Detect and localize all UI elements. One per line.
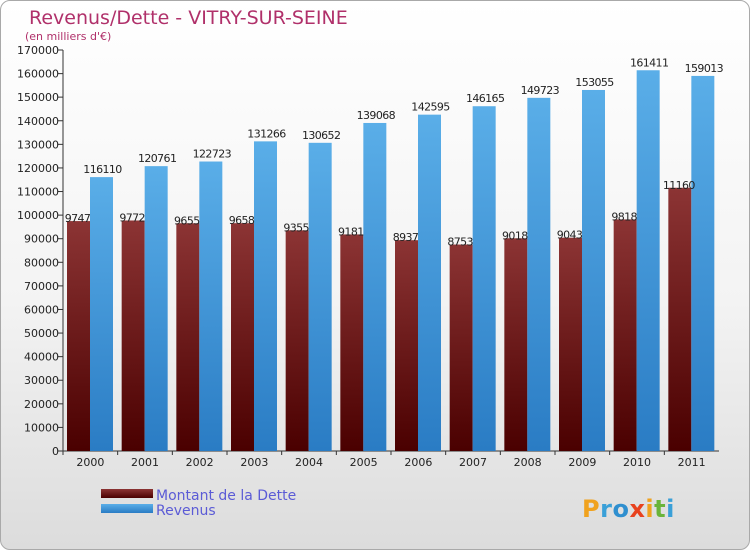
y-tick-label: 70000 (24, 280, 59, 293)
bar-debt-2005 (340, 234, 364, 451)
data-label-debt: 9355 (283, 221, 309, 234)
data-label-debt: 9018 (502, 229, 528, 242)
data-label-revenue: 120761 (138, 152, 176, 165)
bar-revenue-2009 (582, 89, 605, 451)
y-tick-label: 160000 (17, 68, 59, 81)
x-tick-label: 2006 (404, 456, 432, 469)
y-tick-label: 0 (52, 445, 59, 458)
x-tick-label: 2009 (568, 456, 596, 469)
y-tick-label: 170000 (17, 44, 59, 57)
bar-revenue-2003 (254, 141, 277, 451)
data-label-debt: 9747 (65, 212, 91, 225)
data-label-revenue: 122723 (193, 148, 232, 161)
legend-swatch-revenue (101, 504, 153, 513)
data-label-debt: 9655 (174, 214, 200, 227)
bar-revenue-2010 (636, 70, 660, 451)
bar-debt-2002 (176, 223, 200, 451)
y-tick-label: 30000 (24, 374, 59, 387)
data-label-debt: 9043 (557, 229, 583, 242)
bar-debt-2007 (449, 244, 473, 451)
data-label-revenue: 159013 (685, 62, 724, 75)
x-tick-label: 2007 (459, 456, 487, 469)
bar-debt-2010 (613, 219, 637, 451)
y-tick-label: 90000 (24, 233, 59, 246)
x-tick-label: 2003 (240, 456, 268, 469)
y-tick-label: 80000 (24, 256, 59, 269)
bar-debt-2003 (231, 223, 254, 451)
x-tick-label: 2008 (514, 456, 542, 469)
bar-revenue-2004 (308, 142, 332, 451)
x-tick-label: 2001 (131, 456, 159, 469)
chart-title: Revenus/Dette - VITRY-SUR-SEINE (29, 7, 348, 29)
y-tick-label: 120000 (17, 162, 59, 175)
data-label-debt: 9818 (611, 210, 637, 223)
x-tick-label: 2011 (678, 456, 706, 469)
data-label-revenue: 139068 (357, 109, 396, 122)
bars: 9747 116110 9772 120761 9655 122723 9658 131266… (65, 56, 724, 452)
y-tick-label: 100000 (17, 209, 59, 222)
bar-debt-2008 (504, 238, 528, 451)
data-label-revenue: 146165 (466, 92, 505, 105)
x-tick-label: 2000 (76, 456, 104, 469)
x-tick-label: 2010 (623, 456, 651, 469)
bar-revenue-2001 (144, 166, 168, 451)
bar-revenue-2008 (527, 97, 551, 451)
bar-revenue-2007 (472, 106, 496, 451)
data-label-debt: 8937 (393, 231, 419, 244)
y-tick-label: 60000 (24, 303, 59, 316)
data-label-debt: 9181 (338, 225, 364, 238)
y-tick-label: 140000 (17, 115, 59, 128)
bar-revenue-2000 (90, 177, 113, 451)
legend-swatch-debt (101, 489, 153, 498)
data-label-debt: 11160 (663, 179, 696, 192)
data-label-revenue: 153055 (575, 76, 614, 89)
bar-debt-2000 (67, 221, 90, 451)
data-label-revenue: 116110 (83, 163, 122, 176)
proxiti-logo: Proxiti (582, 495, 675, 523)
x-tick-label: 2005 (350, 456, 378, 469)
bar-revenue-2002 (199, 161, 223, 451)
svg-text:Proxiti: Proxiti (582, 495, 675, 523)
data-label-revenue: 130652 (302, 129, 340, 142)
data-label-revenue: 149723 (521, 84, 560, 97)
bar-debt-2001 (121, 220, 145, 451)
bar-revenue-2011 (691, 75, 715, 452)
data-label-debt: 9772 (119, 211, 145, 224)
data-label-revenue: 131266 (247, 127, 286, 140)
bar-debt-2011 (668, 187, 692, 451)
bar-debt-2004 (285, 230, 309, 451)
chart-subtitle: (en milliers d'€) (25, 30, 111, 43)
bar-revenue-2006 (418, 114, 441, 452)
bar-debt-2006 (395, 240, 418, 451)
y-tick-label: 110000 (17, 186, 59, 199)
bar-debt-2009 (559, 237, 582, 451)
legend-label-revenue: Revenus (156, 503, 216, 519)
y-tick-label: 10000 (24, 421, 59, 434)
data-label-revenue: 161411 (630, 56, 668, 69)
y-tick-label: 50000 (24, 327, 59, 340)
y-tick-label: 150000 (17, 91, 59, 104)
data-label-debt: 9658 (229, 214, 255, 227)
x-tick-label: 2002 (186, 456, 214, 469)
data-label-debt: 8753 (447, 236, 473, 249)
x-tick-label: 2004 (295, 456, 323, 469)
y-tick-label: 40000 (24, 351, 59, 364)
y-tick-label: 20000 (24, 398, 59, 411)
legend-label-debt: Montant de la Dette (156, 488, 296, 504)
y-tick-label: 130000 (17, 138, 59, 151)
axes: 0 10000 20000 30000 40000 50000 60000 70000 8000… (17, 44, 719, 469)
bar-revenue-2005 (363, 122, 387, 451)
data-label-revenue: 142595 (411, 101, 450, 114)
